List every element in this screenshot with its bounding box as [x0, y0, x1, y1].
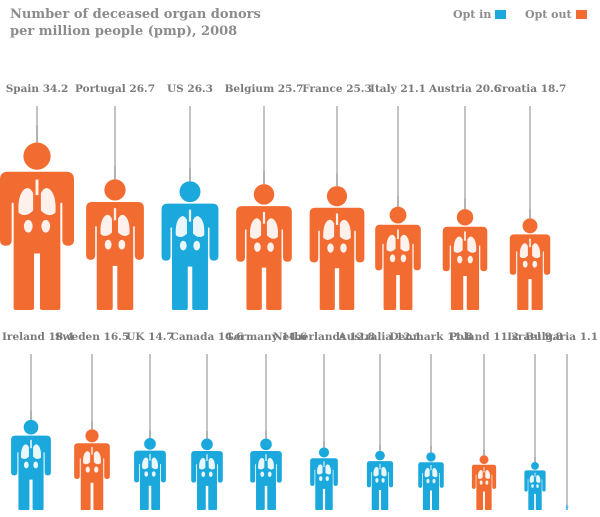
label-denmark: Denmark 11.8: [389, 331, 472, 343]
label-ireland: Ireland 18.4: [2, 331, 74, 343]
label-canada: Canada 14.6: [171, 331, 244, 343]
donor-figure-portugal: [86, 166, 144, 311]
donor-figure-belgium: [236, 171, 292, 311]
legend-opt-in: Opt in: [453, 8, 507, 21]
donor-figure-austria: [442, 199, 488, 311]
donor-figure-netherlands: [310, 441, 338, 510]
donor-figure-canada: [191, 431, 223, 511]
donor-figure-germany: [250, 431, 282, 511]
label-sweden: Sweden 16.5: [55, 331, 129, 343]
label-italy: Italy 21.1: [370, 83, 426, 95]
legend-opt-out: Opt out: [525, 8, 587, 21]
donor-figure-ireland: [11, 410, 51, 511]
label-germany: Germany 14.6: [225, 331, 307, 343]
label-austria: Austria 20.6: [428, 83, 501, 95]
donor-figure-denmark: [418, 446, 444, 510]
label-uk: UK 14.7: [126, 331, 174, 343]
label-spain: Spain 34.2: [6, 83, 69, 95]
label-netherlands: Netherlands 12.8: [273, 331, 375, 343]
donor-figure-us: [161, 168, 219, 311]
donor-figure-italy: [375, 196, 421, 310]
legend-opt-out-label: Opt out: [525, 8, 572, 21]
donor-figure-poland: [471, 449, 497, 511]
donor-figure-australia: [366, 445, 394, 511]
label-france: France 25.3: [302, 83, 372, 95]
donor-figure-sweden: [74, 421, 110, 511]
chart-title: Number of deceased organ donors per mill…: [10, 7, 261, 39]
label-australia: Australia 12.1: [338, 331, 422, 343]
label-bulgaria: Bulgaria 1.1: [525, 331, 598, 343]
donor-figure-croatia: [509, 209, 551, 311]
label-belgium: Belgium 25.7: [225, 83, 304, 95]
label-poland: Poland 11.2: [449, 331, 519, 343]
label-croatia: Croatia 18.7: [494, 83, 567, 95]
label-portugal: Portugal 26.7: [75, 83, 155, 95]
label-israel: Israel 9.8: [507, 331, 563, 343]
donor-figure-spain: [0, 125, 75, 311]
donor-figure-uk: [134, 430, 166, 510]
legend-opt-out-swatch: [575, 10, 587, 19]
legend-opt-in-label: Opt in: [453, 8, 492, 21]
donor-figure-france: [309, 173, 365, 310]
legend-opt-in-swatch: [495, 10, 507, 19]
label-us: US 26.3: [167, 83, 213, 95]
donor-figure-israel: [524, 457, 546, 510]
